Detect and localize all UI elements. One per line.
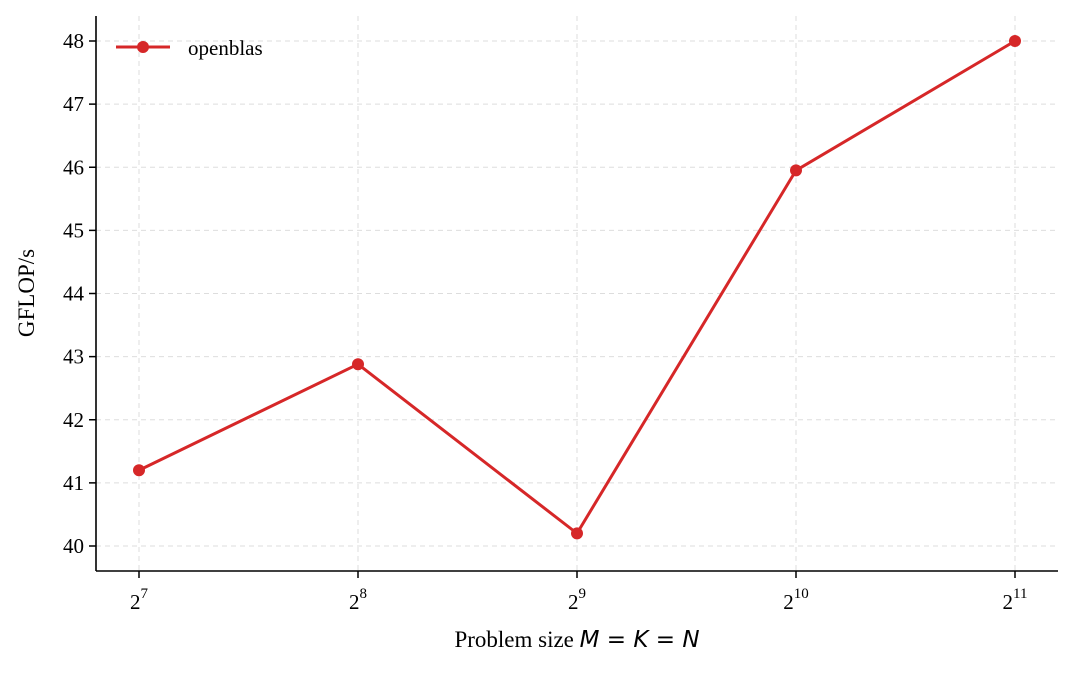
data-point-openblas-1 — [352, 358, 364, 371]
x-tick-label-4: 211 — [1003, 586, 1028, 614]
x-tick-label-2: 29 — [568, 586, 586, 614]
x-tick-label-exponent: 11 — [1013, 586, 1027, 602]
x-axis-label: Problem size M = K = N — [454, 627, 699, 653]
x-tick-label-exponent: 10 — [794, 586, 809, 602]
x-ticks: 27 28 29 210 211 — [130, 571, 1027, 614]
y-tick-label-40: 40 — [63, 534, 84, 558]
y-tick-label-46: 46 — [63, 155, 84, 179]
y-tick-label-42: 42 — [63, 408, 84, 432]
x-tick-label-base: 2 — [349, 590, 360, 614]
y-tick-label-44: 44 — [63, 282, 85, 306]
grid — [96, 16, 1058, 571]
y-tick-label-47: 47 — [63, 92, 84, 116]
x-tick-label-exponent: 7 — [141, 586, 149, 602]
series-layer — [133, 35, 1021, 540]
y-ticks: 40 41 42 43 44 45 46 47 48 — [63, 29, 96, 558]
x-tick-label-exponent: 8 — [360, 586, 368, 602]
legend-label-openblas: openblas — [188, 36, 263, 60]
x-tick-label-0: 27 — [130, 586, 149, 614]
x-tick-label-base: 2 — [783, 590, 794, 614]
data-point-openblas-4 — [1009, 35, 1021, 47]
x-tick-label-exponent: 9 — [579, 586, 587, 602]
legend-marker-openblas — [137, 41, 149, 53]
x-tick-label-1: 28 — [349, 586, 367, 614]
x-tick-label-3: 210 — [783, 586, 809, 614]
data-point-openblas-2 — [571, 527, 583, 540]
x-axis-label-text: Problem size — [454, 627, 579, 652]
x-axis-label-math: M = K = N — [580, 627, 700, 653]
legend: openblas — [116, 36, 263, 60]
data-point-openblas-3 — [790, 164, 802, 177]
y-tick-label-41: 41 — [63, 471, 84, 495]
y-axis-label: GFLOP/s — [14, 249, 39, 337]
y-tick-label-43: 43 — [63, 345, 84, 369]
x-tick-label-base: 2 — [130, 590, 141, 614]
y-tick-label-45: 45 — [63, 218, 84, 242]
x-tick-label-base: 2 — [568, 590, 579, 614]
data-point-openblas-0 — [133, 464, 145, 477]
x-tick-label-base: 2 — [1003, 590, 1014, 614]
y-tick-label-48: 48 — [63, 29, 84, 53]
